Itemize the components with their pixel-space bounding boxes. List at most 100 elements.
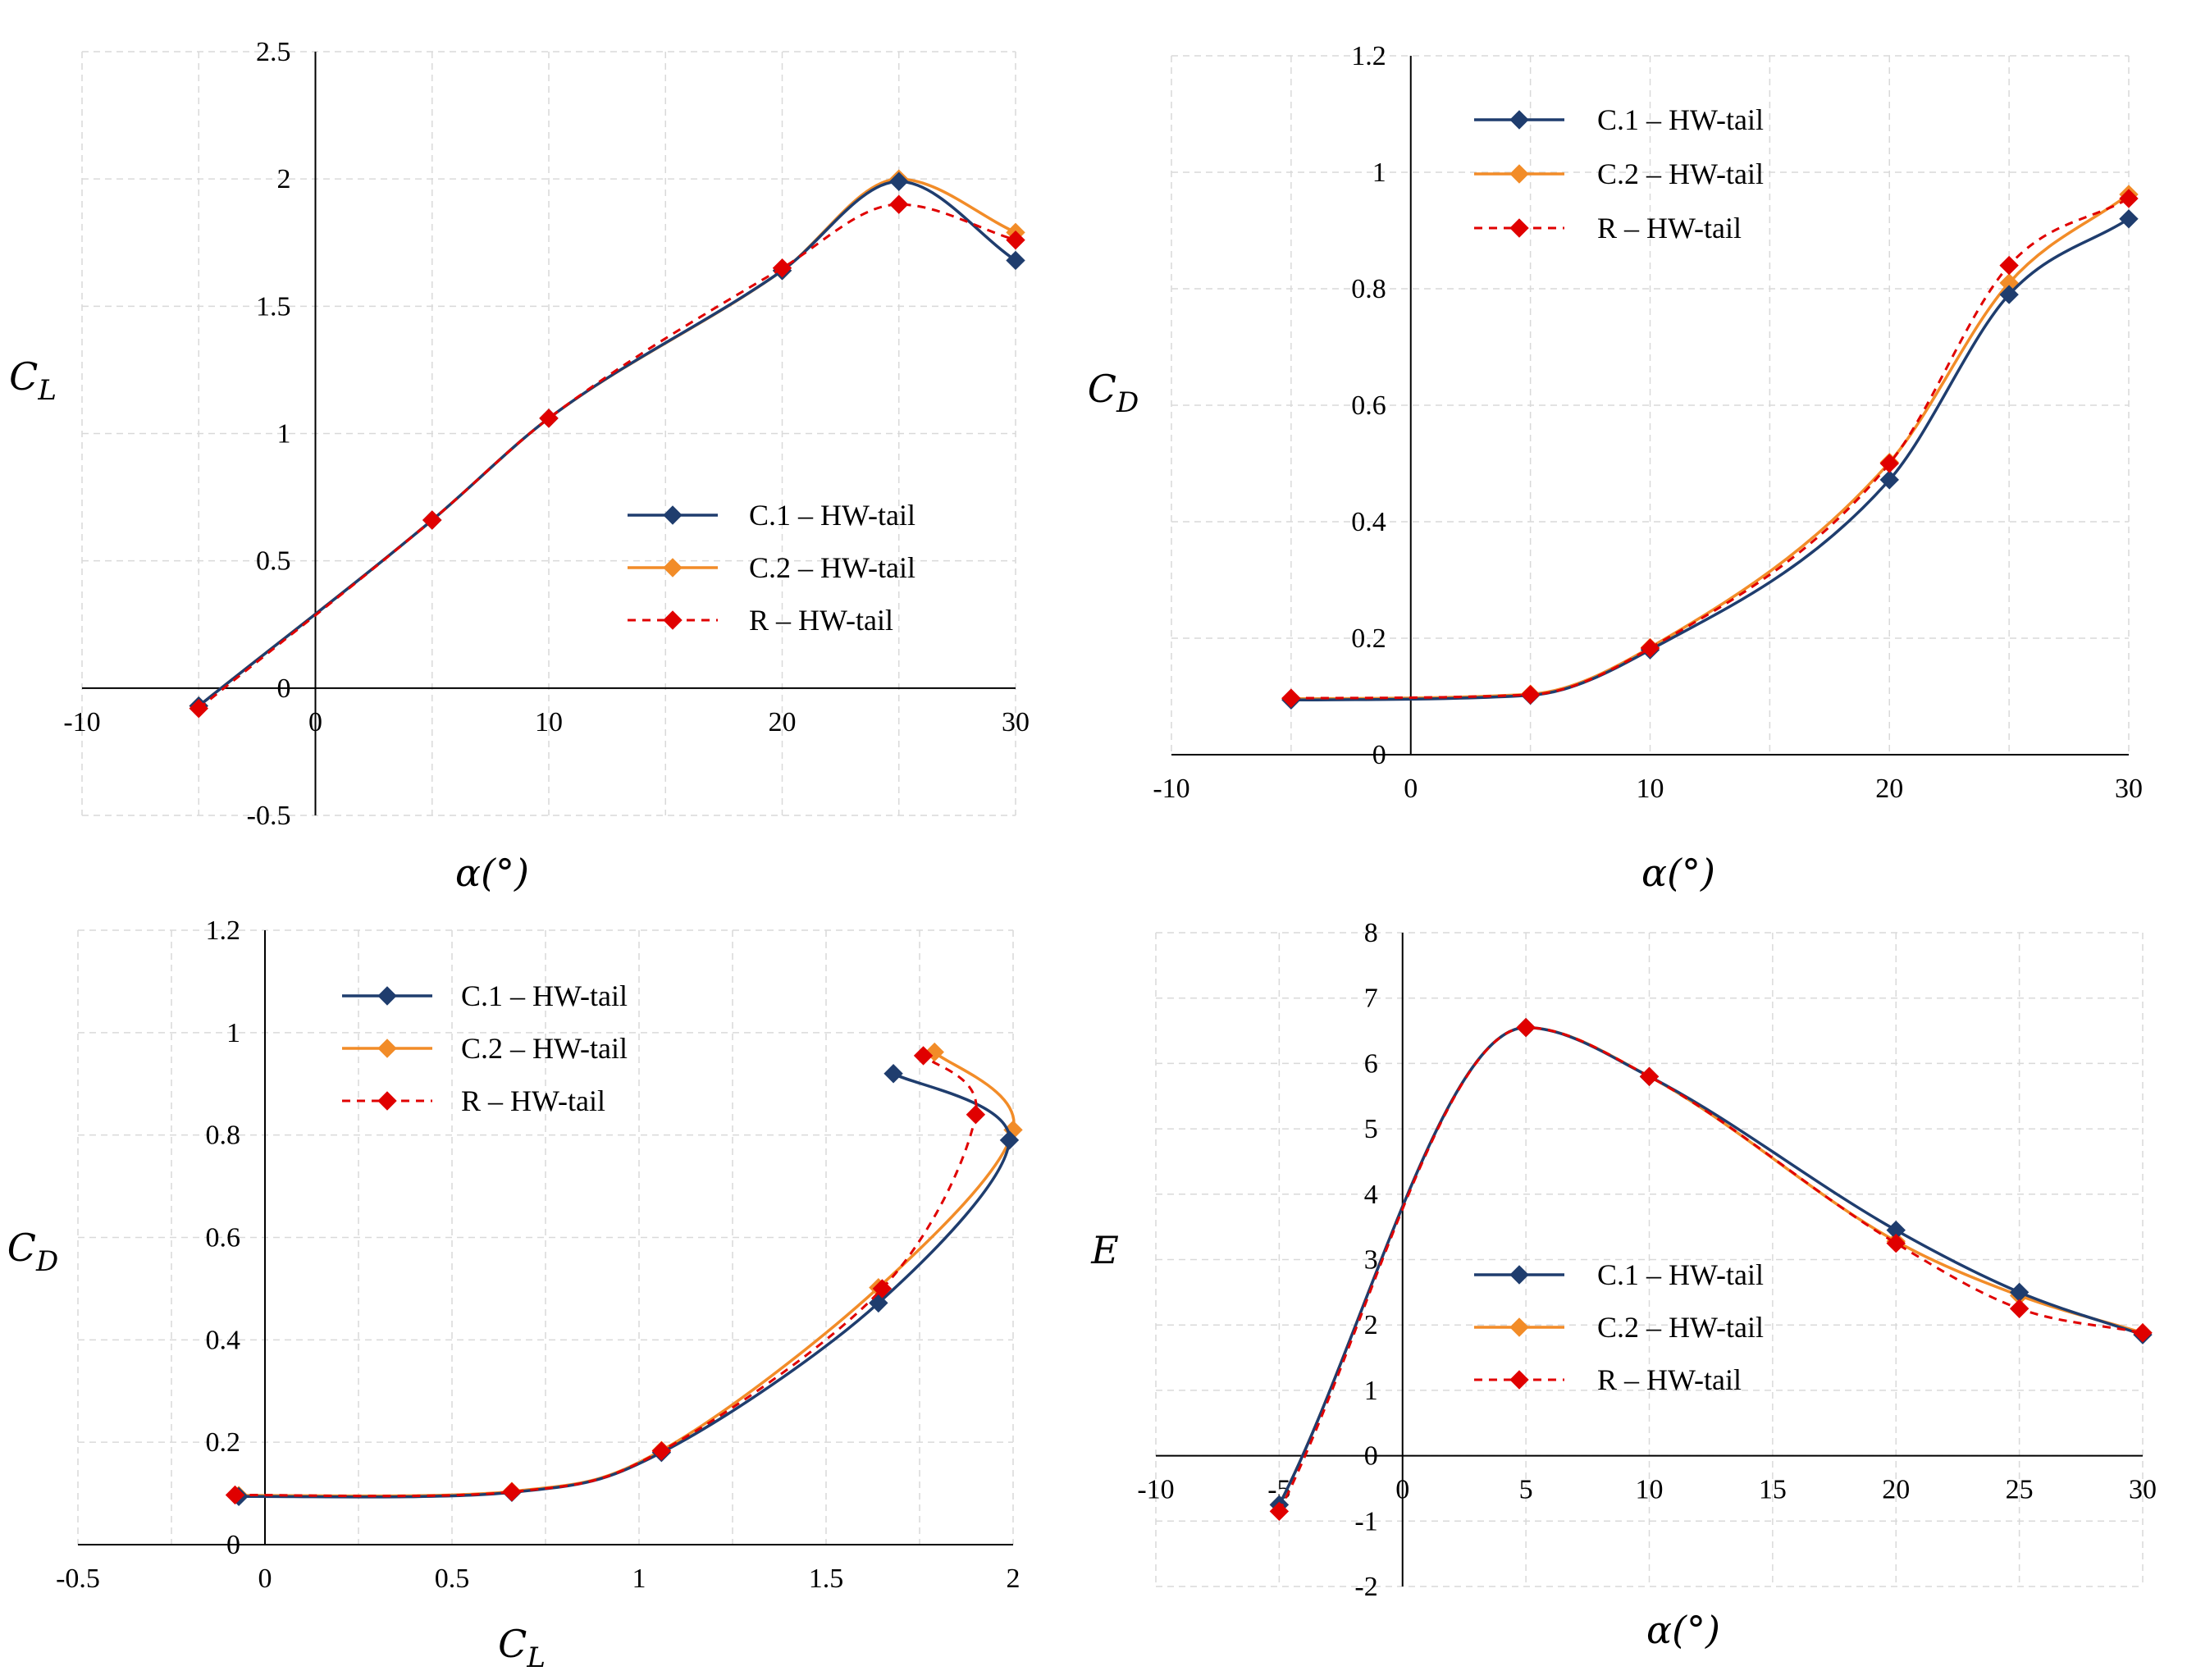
- series-line-r: [198, 203, 1016, 710]
- data-point-r: [651, 1441, 672, 1461]
- data-point-r: [1006, 230, 1025, 250]
- data-point-c1: [999, 1130, 1020, 1150]
- x-tick-label: 0: [258, 1564, 272, 1594]
- legend-label: R – HW-tail: [1597, 1363, 1742, 1396]
- x-tick-label: 10: [1637, 774, 1664, 804]
- y-tick-label: 0.8: [1351, 274, 1386, 304]
- y-tick-label: 2: [277, 164, 291, 194]
- legend-marker-c2: [663, 558, 683, 578]
- x-tick-label: 30: [2129, 1475, 2157, 1505]
- x-tick-label: 25: [2006, 1475, 2034, 1505]
- x-tick-label: 10: [1636, 1475, 1664, 1505]
- data-point-r: [1999, 255, 2019, 276]
- data-point-r: [1640, 638, 1660, 658]
- y-axis-title: CD: [7, 1226, 58, 1278]
- y-tick-label: 3: [1364, 1245, 1378, 1276]
- y-tick-label: 0.8: [206, 1121, 241, 1151]
- legend-marker-r: [1509, 218, 1529, 238]
- data-point-c1: [1879, 470, 1899, 490]
- y-tick-label: -0.5: [247, 801, 291, 831]
- y-tick-label: 2: [1364, 1310, 1378, 1340]
- legend-marker-c1: [1509, 110, 1529, 130]
- legend: C.1 – HW-tail C.2 – HW-tail R – HW-tail: [1474, 1258, 1764, 1396]
- legend-marker-c1: [377, 986, 397, 1006]
- data-point-c1: [1999, 285, 2019, 304]
- series-line-c1: [239, 1072, 1011, 1499]
- x-tick-label: 0: [1404, 774, 1418, 804]
- y-tick-label: 1: [277, 419, 291, 450]
- legend-marker-r: [377, 1091, 397, 1111]
- gridlines: [81, 51, 1016, 816]
- data-point-r: [1269, 1501, 1290, 1522]
- data-point-c1: [1006, 250, 1025, 271]
- y-tick-label: 1: [1372, 158, 1386, 188]
- data-point-r: [872, 1279, 893, 1299]
- y-tick-label: 1: [1364, 1376, 1378, 1406]
- data-point-r: [889, 194, 909, 214]
- legend-label: C.2 – HW-tail: [1597, 158, 1764, 190]
- y-tick-label: 1.5: [256, 291, 291, 322]
- y-tick-label: 8: [1364, 918, 1378, 948]
- series-line-r: [1290, 197, 2130, 700]
- data-point-c1: [2119, 209, 2139, 229]
- x-tick-label: 2: [1007, 1564, 1020, 1594]
- legend: C.1 – HW-tail C.2 – HW-tail R – HW-tail: [342, 979, 628, 1117]
- y-tick-label: 0.4: [1351, 507, 1386, 537]
- x-tick-label: 10: [535, 707, 563, 737]
- legend-label: R – HW-tail: [461, 1084, 605, 1117]
- data-point-r: [1639, 1066, 1660, 1087]
- legend-label: C.1 – HW-tail: [461, 979, 628, 1012]
- data-point-r: [422, 510, 442, 530]
- x-tick-label: 30: [1002, 707, 1030, 737]
- legend: C.1 – HW-tail C.2 – HW-tail R – HW-tail: [628, 499, 915, 637]
- legend-marker-r: [1509, 1370, 1529, 1390]
- data-point-r: [772, 258, 792, 278]
- x-axis-title: CL: [498, 1622, 546, 1674]
- x-tick-label: 1.5: [809, 1564, 844, 1594]
- y-tick-label: 0: [1364, 1441, 1378, 1472]
- x-tick-label: 1: [632, 1564, 646, 1594]
- y-tick-label: 0.2: [206, 1427, 241, 1458]
- y-axis-title: CL: [9, 354, 57, 407]
- data-point-r: [1516, 1017, 1536, 1038]
- legend-label: C.1 – HW-tail: [1597, 103, 1764, 136]
- data-point-r: [2133, 1323, 2153, 1343]
- y-tick-label: 4: [1364, 1180, 1378, 1210]
- y-tick-label: 6: [1364, 1048, 1378, 1079]
- data-point-r: [539, 409, 559, 428]
- x-tick-label: 30: [2115, 774, 2143, 804]
- x-tick-label: 0: [308, 707, 322, 737]
- y-axis-title: CD: [1088, 367, 1139, 419]
- data-point-r: [1879, 454, 1899, 473]
- y-tick-label: 1.2: [1351, 41, 1386, 71]
- data-point-r: [913, 1046, 934, 1066]
- x-tick-label: 5: [1519, 1475, 1533, 1505]
- data-point-r: [966, 1104, 986, 1125]
- y-tick-label: 7: [1364, 984, 1378, 1014]
- y-tick-label: 0.6: [206, 1223, 241, 1253]
- legend-label: C.2 – HW-tail: [749, 551, 915, 584]
- panel-cd-vs-cl: 0 0.2 0.4 0.6 0.8 1 1.2 -0.5 0 0.5 1 1.5 2 CL CD C.1 – …: [7, 915, 1023, 1674]
- y-tick-label: 0.2: [1351, 623, 1386, 654]
- y-tick-label: 2.5: [256, 37, 291, 67]
- y-tick-label: 1.2: [206, 915, 241, 946]
- x-tick-label: 20: [1875, 774, 1903, 804]
- data-point-r: [225, 1485, 245, 1505]
- data-point-r: [502, 1482, 522, 1502]
- legend-label: C.2 – HW-tail: [461, 1032, 628, 1065]
- data-point-r: [2119, 189, 2139, 208]
- x-tick-label: 20: [769, 707, 797, 737]
- y-tick-label: 1: [226, 1018, 240, 1048]
- data-point-c1: [883, 1064, 903, 1084]
- y-tick-label: 0: [277, 673, 291, 704]
- series-line-c2: [239, 1051, 1016, 1498]
- data-point-r: [189, 698, 208, 719]
- data-point-r: [1520, 685, 1541, 705]
- y-tick-label: -2: [1354, 1572, 1377, 1602]
- x-axis-title: α(°): [455, 851, 529, 895]
- legend: C.1 – HW-tail C.2 – HW-tail R – HW-tail: [1474, 103, 1764, 244]
- y-tick-label: 0.4: [206, 1325, 241, 1355]
- x-tick-label: -10: [1137, 1475, 1174, 1505]
- legend-label: C.1 – HW-tail: [749, 499, 915, 532]
